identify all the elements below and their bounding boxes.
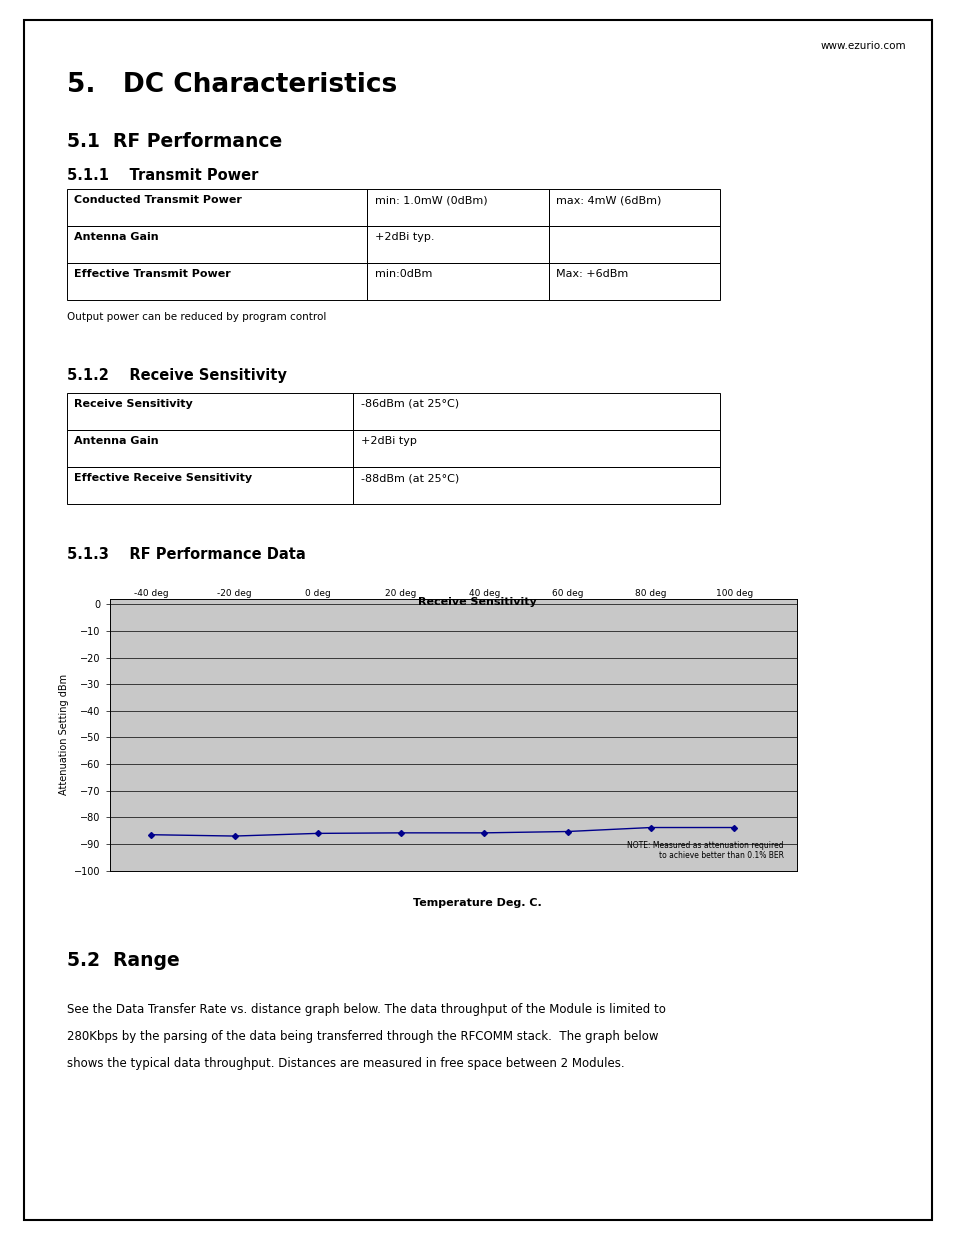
- Text: See the Data Transfer Rate vs. distance graph below. The data throughput of the : See the Data Transfer Rate vs. distance …: [67, 1003, 665, 1016]
- Text: max: 4mW (6dBm): max: 4mW (6dBm): [556, 195, 660, 205]
- Text: Receive Sensitivity: Receive Sensitivity: [417, 597, 536, 606]
- Text: Effective Receive Sensitivity: Effective Receive Sensitivity: [74, 473, 253, 483]
- Text: Max: +6dBm: Max: +6dBm: [556, 269, 628, 279]
- Text: 5.1.3    RF Performance Data: 5.1.3 RF Performance Data: [67, 547, 305, 562]
- Text: 5.   DC Characteristics: 5. DC Characteristics: [67, 72, 396, 98]
- Text: 5.1.2    Receive Sensitivity: 5.1.2 Receive Sensitivity: [67, 368, 286, 383]
- Text: Antenna Gain: Antenna Gain: [74, 436, 159, 446]
- Text: 5.1.1    Transmit Power: 5.1.1 Transmit Power: [67, 168, 258, 183]
- Text: 5.2  Range: 5.2 Range: [67, 951, 179, 969]
- Text: +2dBi typ: +2dBi typ: [360, 436, 416, 446]
- Y-axis label: Attenuation Setting dBm: Attenuation Setting dBm: [58, 674, 69, 795]
- Text: Temperature Deg. C.: Temperature Deg. C.: [413, 898, 540, 908]
- Text: 280Kbps by the parsing of the data being transferred through the RFCOMM stack.  : 280Kbps by the parsing of the data being…: [67, 1030, 658, 1044]
- Text: Conducted Transmit Power: Conducted Transmit Power: [74, 195, 242, 205]
- Text: Effective Transmit Power: Effective Transmit Power: [74, 269, 231, 279]
- Text: min: 1.0mW (0dBm): min: 1.0mW (0dBm): [375, 195, 487, 205]
- Text: shows the typical data throughput. Distances are measured in free space between : shows the typical data throughput. Dista…: [67, 1057, 624, 1071]
- Text: 5.1  RF Performance: 5.1 RF Performance: [67, 132, 282, 151]
- Text: Receive Sensitivity: Receive Sensitivity: [74, 399, 193, 409]
- Text: NOTE: Measured as attenuation required
to achieve better than 0.1% BER: NOTE: Measured as attenuation required t…: [627, 841, 783, 860]
- Text: min:0dBm: min:0dBm: [375, 269, 432, 279]
- Text: +2dBi typ.: +2dBi typ.: [375, 232, 434, 242]
- Text: Output power can be reduced by program control: Output power can be reduced by program c…: [67, 312, 326, 322]
- Text: www.ezurio.com: www.ezurio.com: [820, 41, 905, 51]
- Text: -88dBm (at 25°C): -88dBm (at 25°C): [360, 473, 458, 483]
- Text: -86dBm (at 25°C): -86dBm (at 25°C): [360, 399, 458, 409]
- Text: Antenna Gain: Antenna Gain: [74, 232, 159, 242]
